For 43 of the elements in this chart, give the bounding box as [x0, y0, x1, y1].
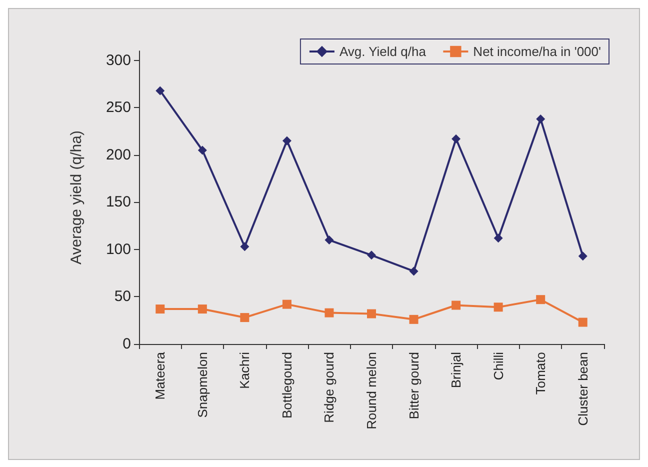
- legend-label: Net income/ha in '000': [473, 44, 602, 59]
- point: [282, 136, 292, 146]
- point: [494, 234, 503, 243]
- point: [367, 250, 376, 260]
- x-tick-label: Tomato: [533, 352, 548, 395]
- x-tick-label: Ridge gourd: [322, 352, 337, 423]
- point: [452, 300, 461, 310]
- point: [324, 308, 334, 318]
- x-tick-label: Mateera: [152, 351, 168, 400]
- point: [536, 114, 546, 124]
- y-tick-label: 300: [106, 52, 131, 69]
- point: [452, 134, 461, 144]
- y-tick-label: 150: [106, 194, 131, 211]
- y-tick-label: 100: [106, 240, 131, 258]
- y-axis-title: Average yield (q/ha): [68, 130, 85, 264]
- y-tick-label: 200: [106, 146, 131, 164]
- x-tick-label: Brinjal: [448, 352, 464, 388]
- point: [156, 86, 165, 96]
- point: [282, 300, 292, 309]
- x-tick-label: Kachri: [237, 352, 252, 389]
- point: [156, 304, 165, 314]
- point: [409, 314, 418, 324]
- point: [198, 304, 207, 314]
- point: [324, 236, 334, 245]
- point: [578, 318, 588, 327]
- x-tick-label: Chilli: [490, 352, 506, 380]
- point: [494, 302, 503, 312]
- point: [536, 295, 546, 304]
- x-tick-label: Bitter gourd: [406, 352, 422, 420]
- y-tick-label: 0: [122, 336, 131, 352]
- point: [240, 313, 250, 322]
- y-tick-label: 250: [106, 99, 131, 116]
- x-tick-label: Cluster bean: [575, 352, 590, 426]
- x-tick-label: Round melon: [364, 352, 379, 430]
- point: [367, 309, 376, 318]
- y-tick-label: 50: [114, 288, 131, 306]
- legend-label: Avg. Yield q/ha: [339, 44, 427, 59]
- point: [578, 252, 588, 261]
- x-tick-label: Snapmelon: [194, 352, 210, 418]
- point: [240, 242, 250, 252]
- point: [409, 266, 418, 276]
- point: [198, 146, 207, 155]
- x-tick-label: Bottlegourd: [279, 352, 294, 418]
